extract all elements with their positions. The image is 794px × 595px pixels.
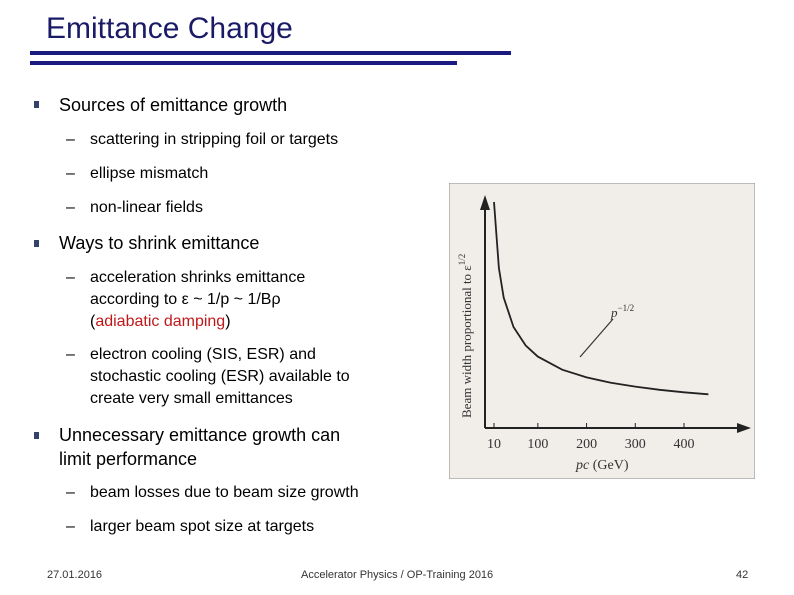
sub-bullet-text: larger beam spot size at targets: [90, 518, 315, 535]
sub-bullet-text: scattering in stripping foil or targets: [90, 131, 339, 148]
sub-bullet-text: electron cooling (SIS, ESR) and: [90, 346, 316, 363]
bullet-unnecessary-continuation: limit performance: [59, 449, 198, 469]
bullet-marker: [34, 240, 39, 247]
title-underline-short: [30, 61, 457, 65]
sub-bullet-continuation: create very small emittances: [90, 390, 293, 407]
sub-bullet-continuation: according to ε ~ 1/p ~ 1/Bρ: [90, 291, 281, 308]
bullet-sources: Sources of emittance growth: [59, 95, 288, 115]
curve-label: p−1/2: [610, 303, 634, 320]
dash-marker: –: [66, 199, 75, 216]
x-tick-label: 300: [625, 437, 646, 452]
highlight-adiabatic-damping: adiabatic damping: [95, 313, 226, 330]
dash-marker: –: [66, 131, 75, 148]
sub-bullet-continuation: (adiabatic damping): [90, 311, 231, 333]
paren-close: ): [225, 313, 231, 330]
curve-label-pointer: [579, 318, 614, 358]
x-tick-label: 200: [576, 437, 597, 452]
dash-marker: –: [66, 165, 75, 182]
sub-bullet-text: ellipse mismatch: [90, 165, 209, 182]
dash-marker: –: [66, 518, 75, 535]
footer-title: Accelerator Physics / OP-Training 2016: [301, 569, 494, 581]
dash-marker: –: [66, 346, 75, 363]
bullet-shrink: Ways to shrink emittance: [59, 233, 260, 253]
dash-marker: –: [66, 484, 75, 501]
slide-title: Emittance Change: [46, 12, 293, 45]
dash-marker: –: [66, 269, 75, 286]
series-line: [493, 201, 709, 396]
x-tick-label: 10: [487, 437, 501, 452]
title-underline: [30, 51, 511, 55]
y-axis-label: Beam width proportional to ε1/2: [457, 254, 474, 418]
y-axis-arrow: [480, 195, 490, 210]
bullet-unnecessary: Unnecessary emittance growth can: [59, 425, 341, 445]
sub-bullet-text: beam losses due to beam size growth: [90, 484, 359, 501]
x-tick-label: 400: [674, 437, 695, 452]
footer-date: 27.01.2016: [47, 569, 103, 581]
x-tick-label: 100: [527, 437, 548, 452]
page-number: 42: [736, 569, 749, 581]
sub-bullet-text: non-linear fields: [90, 199, 203, 216]
x-axis-label: pc (GeV): [575, 458, 629, 473]
sub-bullet-continuation: stochastic cooling (ESR) available to: [90, 368, 350, 385]
x-axis-arrow: [737, 423, 751, 433]
paren-open: (: [90, 313, 96, 330]
sub-bullet-text: acceleration shrinks emittance: [90, 269, 306, 286]
beam-width-plot: Beam width proportional to ε1/2 p−1/2 10…: [449, 183, 755, 479]
bullet-marker: [34, 432, 39, 439]
bullet-marker: [34, 101, 39, 108]
